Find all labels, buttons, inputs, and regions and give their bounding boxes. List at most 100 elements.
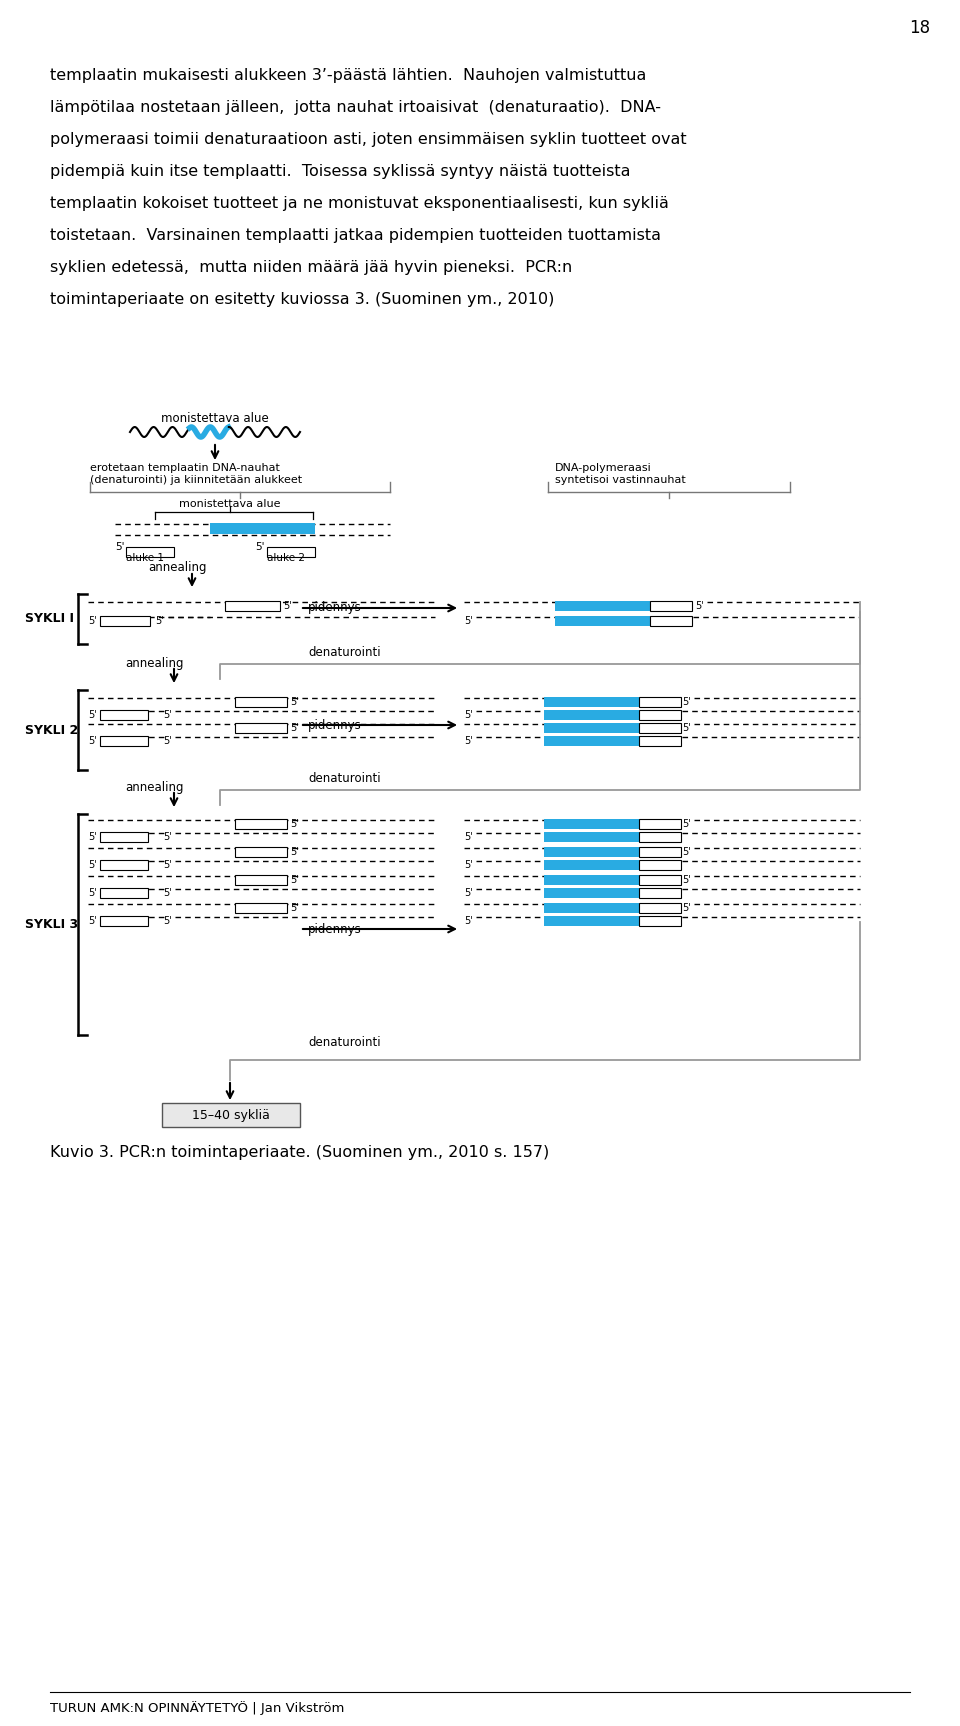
Bar	[267, 547, 315, 557]
Text: toimintaperiaate on esitetty kuviossa 3. (Suominen ym., 2010): toimintaperiaate on esitetty kuviossa 3.…	[50, 292, 554, 307]
Text: 5': 5'	[163, 832, 172, 842]
Text: Kuvio 3. PCR:n toimintaperiaate. (Suominen ym., 2010 s. 157): Kuvio 3. PCR:n toimintaperiaate. (Suomin…	[50, 1144, 549, 1160]
Bar	[544, 697, 639, 708]
Bar	[639, 820, 681, 828]
Bar	[544, 820, 639, 828]
Text: 5': 5'	[682, 903, 691, 913]
Bar	[544, 847, 639, 858]
Text: 5': 5'	[88, 709, 97, 720]
Text: 5': 5'	[163, 709, 172, 720]
Bar	[544, 709, 639, 720]
Text: 18: 18	[909, 19, 930, 36]
Text: 5': 5'	[682, 847, 691, 858]
Text: annealing: annealing	[148, 561, 206, 573]
Text: 5': 5'	[290, 723, 299, 734]
Bar	[639, 860, 681, 870]
Text: 5': 5'	[682, 820, 691, 828]
Text: syntetisoi vastinnauhat: syntetisoi vastinnauhat	[555, 475, 685, 485]
Bar	[235, 697, 287, 708]
Text: polymeraasi toimii denaturaatioon asti, joten ensimmäisen syklin tuotteet ovat: polymeraasi toimii denaturaatioon asti, …	[50, 131, 686, 147]
Text: DNA-polymeraasi: DNA-polymeraasi	[555, 463, 652, 473]
Bar	[544, 735, 639, 746]
Text: pidennys: pidennys	[308, 922, 362, 935]
Bar	[544, 723, 639, 734]
Bar	[544, 917, 639, 927]
Text: 5': 5'	[682, 723, 691, 734]
Text: 5': 5'	[88, 887, 97, 898]
Text: 5': 5'	[88, 735, 97, 746]
Text: syklien edetessä,  mutta niiden määrä jää hyvin pieneksi.  PCR:n: syklien edetessä, mutta niiden määrä jää…	[50, 261, 572, 274]
Text: 5': 5'	[163, 860, 172, 870]
Bar	[225, 601, 280, 611]
Text: 5': 5'	[464, 616, 472, 627]
Text: 5': 5'	[290, 903, 299, 913]
Text: 5': 5'	[695, 601, 704, 611]
Bar	[639, 735, 681, 746]
Text: lämpötilaa nostetaan jälleen,  jotta nauhat irtoaisivat  (denaturaatio).  DNA-: lämpötilaa nostetaan jälleen, jotta nauh…	[50, 100, 661, 116]
Text: 5': 5'	[464, 832, 472, 842]
Bar	[650, 616, 692, 627]
Text: annealing: annealing	[125, 780, 183, 794]
Text: 5': 5'	[88, 860, 97, 870]
Text: annealing: annealing	[125, 656, 183, 670]
Bar	[100, 709, 148, 720]
Bar	[639, 847, 681, 858]
Bar	[639, 875, 681, 885]
Text: 15–40 sykliä: 15–40 sykliä	[192, 1108, 270, 1122]
Text: 5': 5'	[163, 887, 172, 898]
Text: pidempiä kuin itse templaatti.  Toisessa syklissä syntyy näistä tuotteista: pidempiä kuin itse templaatti. Toisessa …	[50, 164, 631, 180]
Text: 5': 5'	[155, 616, 164, 627]
Bar	[100, 887, 148, 898]
Text: 5': 5'	[255, 542, 265, 552]
Text: aluke 2: aluke 2	[267, 552, 305, 563]
Text: pidennys: pidennys	[308, 601, 362, 614]
Bar	[639, 917, 681, 927]
Text: 5': 5'	[163, 735, 172, 746]
Text: monistettava alue: monistettava alue	[161, 411, 269, 425]
Text: 5': 5'	[290, 875, 299, 885]
Text: pidennys: pidennys	[308, 718, 362, 732]
Bar	[100, 735, 148, 746]
Bar	[235, 723, 287, 734]
Text: 5': 5'	[290, 697, 299, 708]
Text: toistetaan.  Varsinainen templaatti jatkaa pidempien tuotteiden tuottamista: toistetaan. Varsinainen templaatti jatka…	[50, 228, 661, 243]
Bar	[639, 887, 681, 898]
Text: monistettava alue: monistettava alue	[180, 499, 280, 509]
Text: denaturointi: denaturointi	[309, 647, 381, 659]
Text: templaatin mukaisesti alukkeen 3’-päästä lähtien.  Nauhojen valmistuttua: templaatin mukaisesti alukkeen 3’-päästä…	[50, 67, 646, 83]
Text: 5': 5'	[88, 616, 97, 627]
Text: 5': 5'	[283, 601, 292, 611]
Bar	[162, 1103, 300, 1127]
Bar	[555, 616, 650, 627]
Bar	[235, 875, 287, 885]
Bar	[235, 847, 287, 858]
Text: 5': 5'	[682, 697, 691, 708]
Bar	[544, 887, 639, 898]
Text: denaturointi: denaturointi	[309, 772, 381, 785]
Bar	[650, 601, 692, 611]
Text: 5': 5'	[163, 917, 172, 927]
Text: 5': 5'	[290, 820, 299, 828]
Bar	[100, 832, 148, 842]
Text: 5': 5'	[464, 887, 472, 898]
Bar	[100, 860, 148, 870]
Text: 5': 5'	[464, 917, 472, 927]
Bar	[639, 903, 681, 913]
Text: SYKLI 3: SYKLI 3	[25, 918, 78, 930]
Bar	[210, 523, 315, 533]
Text: 5': 5'	[290, 847, 299, 858]
Text: 5': 5'	[88, 832, 97, 842]
Text: 5': 5'	[115, 542, 125, 552]
Bar	[555, 601, 650, 611]
Text: SYKLI 2: SYKLI 2	[25, 723, 79, 737]
Text: SYKLI I: SYKLI I	[25, 613, 74, 625]
Bar	[639, 709, 681, 720]
Bar	[100, 917, 148, 927]
Text: denaturointi: denaturointi	[309, 1037, 381, 1049]
Bar	[235, 820, 287, 828]
Bar	[639, 832, 681, 842]
Text: 5': 5'	[464, 860, 472, 870]
Bar	[544, 875, 639, 885]
Bar	[639, 723, 681, 734]
Text: 5': 5'	[682, 875, 691, 885]
